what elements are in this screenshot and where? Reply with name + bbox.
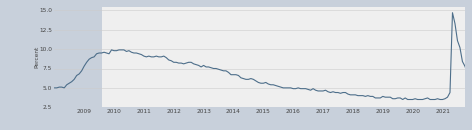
Y-axis label: Percent: Percent	[34, 46, 39, 68]
Bar	[54, 6, 101, 107]
